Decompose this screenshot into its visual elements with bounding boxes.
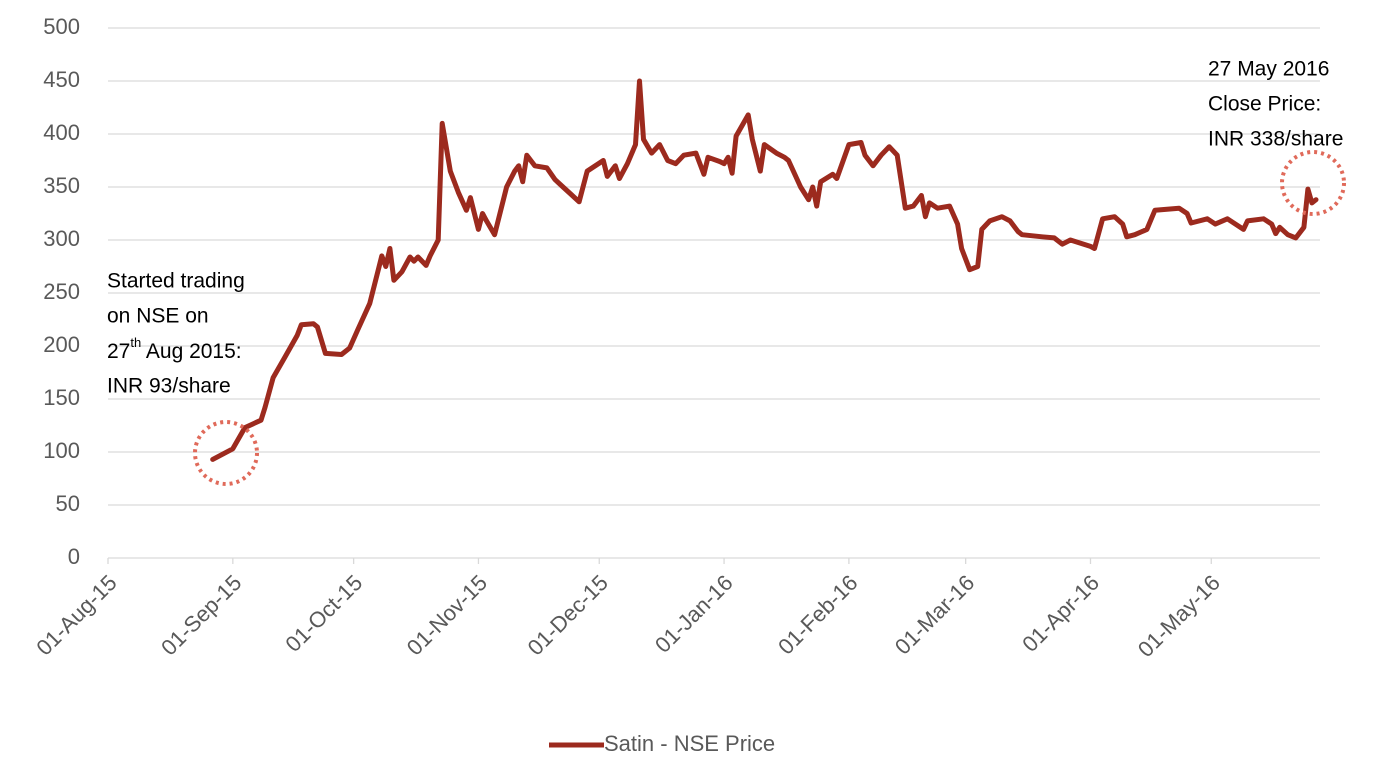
highlight-circle bbox=[1280, 150, 1346, 216]
price-line bbox=[210, 78, 1319, 462]
annotation-superscript: th bbox=[130, 335, 141, 350]
x-tick-label: 01-Aug-15 bbox=[31, 570, 121, 660]
highlight-circle bbox=[193, 420, 259, 486]
x-tick-label: 01-Apr-16 bbox=[1017, 570, 1104, 657]
x-tick-label: 01-Nov-15 bbox=[402, 570, 492, 660]
x-tick-label: 01-Mar-16 bbox=[890, 570, 979, 659]
annotation-line: INR 93/share bbox=[107, 375, 231, 398]
annotation-text: Aug 2015: bbox=[141, 340, 241, 363]
x-tick-label: 01-Dec-15 bbox=[523, 570, 613, 660]
annotation-start: Started trading on NSE on 27th Aug 2015:… bbox=[107, 270, 259, 486]
annotation-line: Started trading bbox=[107, 270, 245, 293]
y-tick-label: 50 bbox=[56, 491, 80, 516]
y-tick-label: 0 bbox=[68, 544, 80, 569]
y-tick-label: 400 bbox=[43, 120, 80, 145]
annotation-text: 27 bbox=[107, 340, 130, 363]
y-tick-label: 500 bbox=[43, 14, 80, 39]
x-tick-label: 01-May-16 bbox=[1133, 570, 1225, 662]
annotation-end: 27 May 2016 Close Price: INR 338/share bbox=[1208, 58, 1346, 216]
axes: 0 50 100 150 200 250 300 350 400 450 500 01-Aug-15 0… bbox=[31, 14, 1320, 662]
y-tick-label: 350 bbox=[43, 173, 80, 198]
annotation-line: on NSE on bbox=[107, 305, 209, 328]
annotation-line: INR 338/share bbox=[1208, 128, 1343, 151]
y-tick-label: 450 bbox=[43, 67, 80, 92]
y-tick-label: 300 bbox=[43, 226, 80, 251]
x-tick-label: 01-Feb-16 bbox=[773, 570, 862, 659]
y-tick-label: 150 bbox=[43, 385, 80, 410]
y-tick-label: 250 bbox=[43, 279, 80, 304]
annotation-line: Close Price: bbox=[1208, 93, 1321, 116]
annotation-line: 27 May 2016 bbox=[1208, 58, 1329, 81]
legend-label: Satin - NSE Price bbox=[604, 731, 775, 756]
y-tick-label: 100 bbox=[43, 438, 80, 463]
x-tick-label: 01-Jan-16 bbox=[650, 570, 738, 658]
annotation-line: 27th Aug 2015: bbox=[107, 335, 242, 362]
y-tick-label: 200 bbox=[43, 332, 80, 357]
x-tick-label: 01-Oct-15 bbox=[280, 570, 367, 657]
x-tick-label: 01-Sep-15 bbox=[156, 570, 246, 660]
